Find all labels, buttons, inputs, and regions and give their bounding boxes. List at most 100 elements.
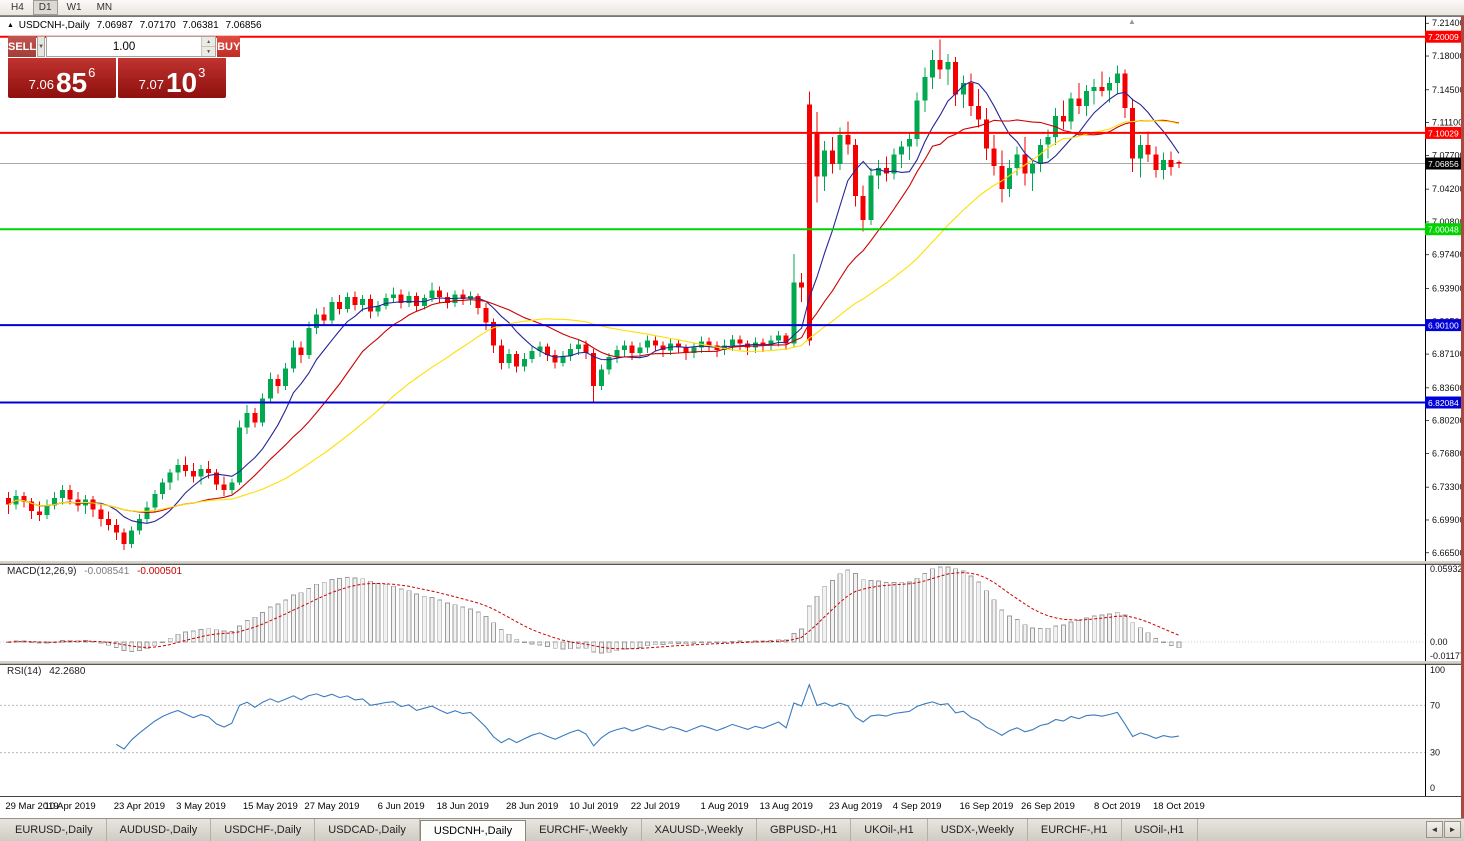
date-axis-label: 3 May 2019 xyxy=(176,801,226,812)
date-axis-label: 27 May 2019 xyxy=(304,801,360,812)
symbol-tab-eurchf-weekly[interactable]: EURCHF-,Weekly xyxy=(526,819,642,841)
volume-spinner: ▲ ▼ xyxy=(201,37,216,56)
symbol-tab-xauusd-weekly[interactable]: XAUUSD-,Weekly xyxy=(642,819,757,841)
date-axis-label: 23 Aug 2019 xyxy=(828,801,883,812)
svg-text:7.10029: 7.10029 xyxy=(1428,128,1459,138)
volume-increase-button[interactable]: ▲ xyxy=(202,37,216,46)
svg-text:6.66500: 6.66500 xyxy=(1432,548,1464,558)
buy-price-prefix: 7.07 xyxy=(138,77,164,92)
symbol-direction-icon: ▲ xyxy=(7,22,14,29)
ohlc-high: 7.07170 xyxy=(139,20,176,31)
svg-text:6.82084: 6.82084 xyxy=(1428,398,1459,408)
rsi-value: 42.2680 xyxy=(49,666,86,677)
svg-text:100: 100 xyxy=(1430,665,1445,675)
date-axis-label: 18 Oct 2019 xyxy=(1153,801,1205,812)
svg-text:6.97400: 6.97400 xyxy=(1432,250,1464,260)
timeframe-button-w1[interactable]: W1 xyxy=(66,2,82,13)
date-axis-label: 22 Jul 2019 xyxy=(630,801,680,812)
buy-price-panel[interactable]: 7.07 10 3 xyxy=(118,58,226,98)
svg-text:6.90100: 6.90100 xyxy=(1428,321,1459,331)
symbol-tab-audusd-daily[interactable]: AUDUSD-,Daily xyxy=(107,819,212,841)
symbol-tab-usoil-h1[interactable]: USOil-,H1 xyxy=(1122,819,1199,841)
buy-button[interactable]: BUY xyxy=(217,36,241,57)
svg-text:30: 30 xyxy=(1430,748,1440,758)
svg-text:7.06856: 7.06856 xyxy=(1428,159,1459,169)
volume-decrease-button[interactable]: ▼ xyxy=(202,46,216,56)
date-axis-label: 28 Jun 2019 xyxy=(505,801,559,812)
svg-text:7.21400: 7.21400 xyxy=(1432,18,1464,28)
timeframe-button-mn[interactable]: MN xyxy=(96,2,113,13)
tab-scroll-right-button[interactable]: ► xyxy=(1444,821,1461,838)
one-click-trading-panel: SELL ▼ ▲ ▼ BUY 7.06 85 6 7.07 10 3 xyxy=(8,36,241,98)
chart-shift-marker-icon: ▲ xyxy=(1128,17,1136,26)
svg-text:6.87100: 6.87100 xyxy=(1432,349,1464,359)
ohlc-open: 7.06987 xyxy=(96,20,133,31)
date-axis-label: 18 Jun 2019 xyxy=(436,801,489,812)
tab-scroll-left-button[interactable]: ◄ xyxy=(1426,821,1443,838)
date-axis-label: 8 Oct 2019 xyxy=(1094,801,1141,812)
symbol-tab-eurusd-daily[interactable]: EURUSD-,Daily xyxy=(2,819,107,841)
symbol-tab-gbpusd-h1[interactable]: GBPUSD-,H1 xyxy=(757,819,852,841)
date-axis-label: 15 May 2019 xyxy=(242,801,298,812)
symbol-tab-usdchf-daily[interactable]: USDCHF-,Daily xyxy=(211,819,316,841)
svg-text:0.00: 0.00 xyxy=(1430,637,1448,647)
ohlc-low: 7.06381 xyxy=(182,20,219,31)
macd-main-value: -0.008541 xyxy=(84,566,130,577)
sell-price-panel[interactable]: 7.06 85 6 xyxy=(8,58,116,98)
chart-symbol-label: USDCNH-,Daily xyxy=(18,20,90,31)
svg-text:6.69900: 6.69900 xyxy=(1432,515,1464,525)
macd-indicator-canvas[interactable]: 0.05932 0.00 -0.01177 xyxy=(0,564,1464,661)
price-chart-canvas[interactable]: 7.21400 7.18000 7.14500 7.11100 7.07700 7.042… xyxy=(0,16,1464,561)
order-options-dropdown[interactable]: ▼ xyxy=(37,36,46,57)
symbol-tab-usdcnh-daily[interactable]: USDCNH-,Daily xyxy=(419,820,527,841)
tab-scroll-buttons: ◄ ► xyxy=(1426,821,1461,838)
svg-text:0.05932: 0.05932 xyxy=(1430,564,1463,574)
timeframe-toolbar: H4 D1 W1 MN xyxy=(0,0,1464,16)
symbol-tab-usdx-weekly[interactable]: USDX-,Weekly xyxy=(928,819,1028,841)
date-axis-label: 16 Sep 2019 xyxy=(959,801,1014,812)
panel-splitter[interactable] xyxy=(0,661,1464,664)
svg-text:6.73300: 6.73300 xyxy=(1432,482,1464,492)
chart-ohlc-header: ▲ USDCNH-,Daily 7.06987 7.07170 7.06381 … xyxy=(7,20,266,31)
panel-splitter[interactable] xyxy=(0,561,1464,564)
rsi-label: RSI(14) 42.2680 xyxy=(7,666,85,677)
symbol-tab-bar: EURUSD-,Daily AUDUSD-,Daily USDCHF-,Daily U… xyxy=(0,818,1464,841)
sell-price-prefix: 7.06 xyxy=(28,77,54,92)
svg-text:6.93900: 6.93900 xyxy=(1432,284,1464,294)
symbol-tab-usdcad-daily[interactable]: USDCAD-,Daily xyxy=(315,819,420,841)
svg-text:7.00048: 7.00048 xyxy=(1428,225,1459,235)
macd-name: MACD(12,26,9) xyxy=(7,566,77,577)
sell-button[interactable]: SELL xyxy=(8,36,37,57)
date-axis-label: 29 Mar 2019 xyxy=(5,801,59,812)
svg-text:7.07700: 7.07700 xyxy=(1432,150,1464,160)
date-axis: 29 Mar 2019 10 Apr 2019 23 Apr 2019 3 May 2… xyxy=(0,796,1464,818)
macd-label: MACD(12,26,9) -0.008541 -0.000501 xyxy=(7,566,182,577)
ohlc-close: 7.06856 xyxy=(225,20,262,31)
svg-text:7.20009: 7.20009 xyxy=(1428,32,1459,42)
macd-signal-value: -0.000501 xyxy=(137,566,183,577)
svg-text:7.11100: 7.11100 xyxy=(1432,118,1463,128)
svg-text:7.14500: 7.14500 xyxy=(1432,85,1464,95)
window-edge-strip xyxy=(1461,16,1464,818)
volume-input[interactable] xyxy=(47,37,202,56)
timeframe-button-d1[interactable]: D1 xyxy=(32,0,58,15)
buy-price-pips: 10 xyxy=(165,67,198,98)
svg-text:7.18000: 7.18000 xyxy=(1432,51,1464,61)
volume-box: ▲ ▼ xyxy=(46,36,217,57)
rsi-indicator-canvas[interactable]: 100 70 30 0 xyxy=(0,664,1464,796)
buy-price-point: 3 xyxy=(198,65,206,80)
date-axis-label: 13 Aug 2019 xyxy=(759,801,813,812)
svg-text:70: 70 xyxy=(1430,700,1440,710)
svg-text:6.83600: 6.83600 xyxy=(1432,383,1464,393)
svg-text:6.76800: 6.76800 xyxy=(1432,448,1464,458)
symbol-tab-ukoil-h1[interactable]: UKOil-,H1 xyxy=(851,819,928,841)
sell-price-point: 6 xyxy=(88,65,96,80)
date-axis-label: 26 Sep 2019 xyxy=(1021,801,1075,812)
date-axis-label: 23 Apr 2019 xyxy=(113,801,166,812)
rsi-name: RSI(14) xyxy=(7,666,42,677)
symbol-tab-eurchf-h1[interactable]: EURCHF-,H1 xyxy=(1028,819,1122,841)
svg-text:-0.01177: -0.01177 xyxy=(1430,651,1464,661)
timeframe-button-h4[interactable]: H4 xyxy=(11,2,24,13)
date-axis-label: 6 Jun 2019 xyxy=(377,801,425,812)
